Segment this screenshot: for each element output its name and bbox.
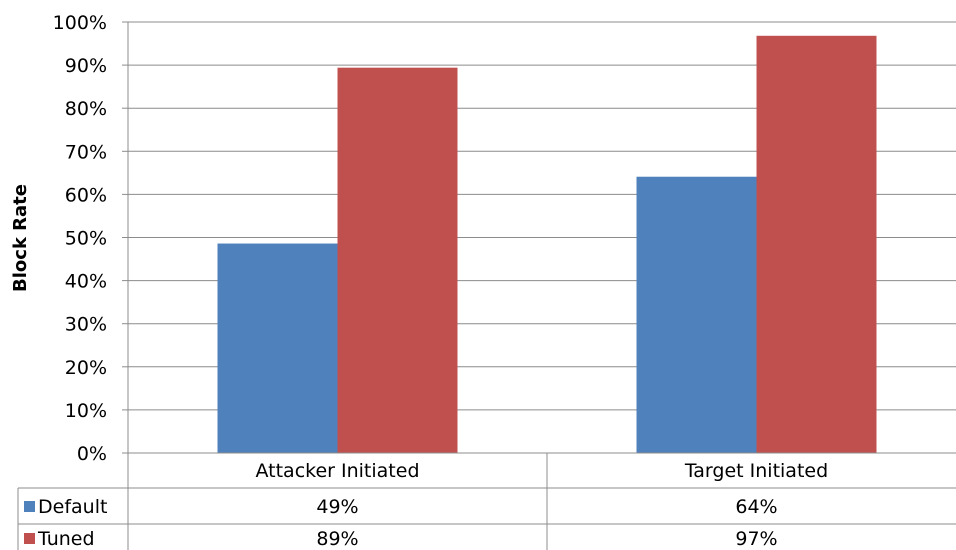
legend-key-tuned bbox=[24, 533, 35, 544]
legend-label: Default bbox=[38, 496, 107, 518]
y-tick-label: 20% bbox=[65, 357, 107, 379]
y-axis-title: Block Rate bbox=[10, 184, 31, 292]
y-tick-label: 50% bbox=[65, 228, 107, 250]
legend-label: Tuned bbox=[37, 528, 95, 550]
data-label: 89% bbox=[316, 528, 358, 550]
y-tick-label: 0% bbox=[77, 443, 107, 465]
bar-default bbox=[217, 243, 338, 453]
y-tick-label: 60% bbox=[65, 184, 107, 206]
y-tick-label: 100% bbox=[53, 12, 107, 34]
legend-key-default bbox=[24, 501, 35, 512]
y-tick-label: 30% bbox=[65, 314, 107, 336]
bar-default bbox=[636, 176, 757, 453]
category-label: Target Initiated bbox=[684, 460, 828, 482]
bar-tuned bbox=[756, 35, 877, 454]
y-tick-label: 90% bbox=[65, 55, 107, 77]
bar-tuned bbox=[337, 67, 458, 453]
category-label: Attacker Initiated bbox=[255, 460, 419, 482]
data-label: 97% bbox=[735, 528, 777, 550]
y-tick-label: 10% bbox=[65, 400, 107, 422]
data-label: 64% bbox=[735, 496, 777, 518]
y-tick-label: 70% bbox=[65, 141, 107, 163]
bars bbox=[217, 35, 877, 454]
y-tick-label: 40% bbox=[65, 271, 107, 293]
data-table: Attacker Initiated Target Initiated Defaul… bbox=[17, 453, 956, 550]
data-label: 49% bbox=[316, 496, 358, 518]
y-tick-label: 80% bbox=[65, 98, 107, 120]
